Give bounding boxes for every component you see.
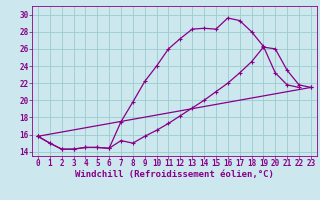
X-axis label: Windchill (Refroidissement éolien,°C): Windchill (Refroidissement éolien,°C) bbox=[75, 170, 274, 179]
